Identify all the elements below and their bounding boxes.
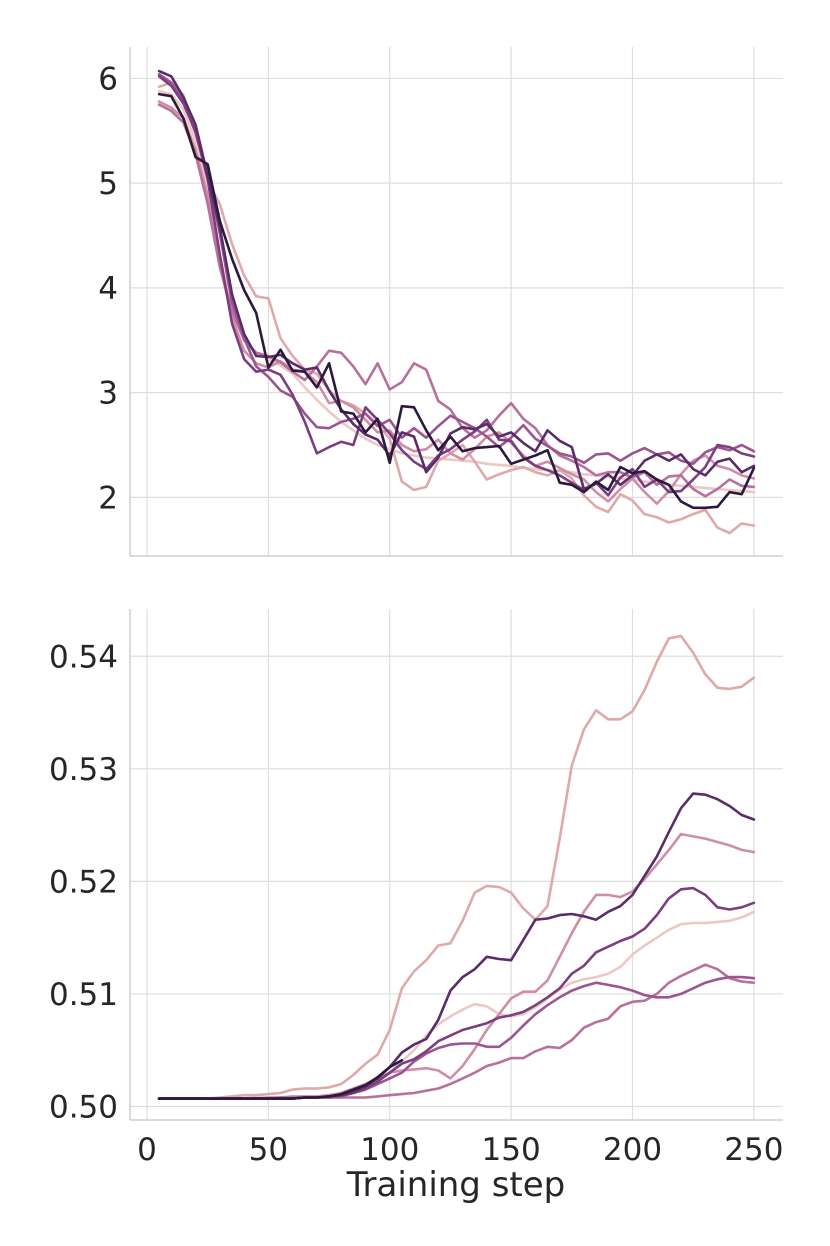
y-tick-label: 0.52 [49, 864, 118, 900]
panel-loss: 2 3 4 5 6 [98, 47, 783, 557]
x-tick-label: 250 [724, 1132, 783, 1168]
y-tick-label: 6 [98, 61, 118, 97]
x-tick-label: 200 [603, 1132, 662, 1168]
series-line-s1 [157, 89, 756, 494]
y-tick-label: 0.50 [49, 1089, 118, 1125]
series-line-s2 [157, 81, 756, 535]
series-line-s8 [157, 92, 756, 510]
y-tick-label: 3 [98, 376, 118, 412]
y-tick-label: 0.54 [49, 639, 118, 675]
series-line-s6 [157, 75, 756, 497]
x-tick-label: 100 [360, 1132, 419, 1168]
series-line-s2 [157, 634, 756, 1100]
y-tick-label: 2 [98, 480, 118, 516]
series-line-s7 [157, 69, 756, 491]
y-tick-label: 0.53 [49, 752, 118, 788]
series-line-s3 [157, 832, 756, 1100]
panel-metric: 0 50 100 150 200 250 0.50 0.51 0.52 0.53 0.54 [49, 609, 783, 1168]
series-line-s3 [157, 100, 756, 505]
series-line-s7 [157, 792, 756, 1100]
series-line-s8 [157, 1059, 404, 1100]
y-tick-label: 0.51 [49, 977, 118, 1013]
x-tick-label: 50 [249, 1132, 288, 1168]
series-line-s5 [157, 72, 756, 466]
y-tick-label: 4 [98, 271, 118, 307]
x-axis-label: Training step [346, 1165, 566, 1205]
y-tick-label: 5 [98, 166, 118, 202]
x-tick-label: 0 [137, 1132, 157, 1168]
x-tick-label: 150 [482, 1132, 541, 1168]
